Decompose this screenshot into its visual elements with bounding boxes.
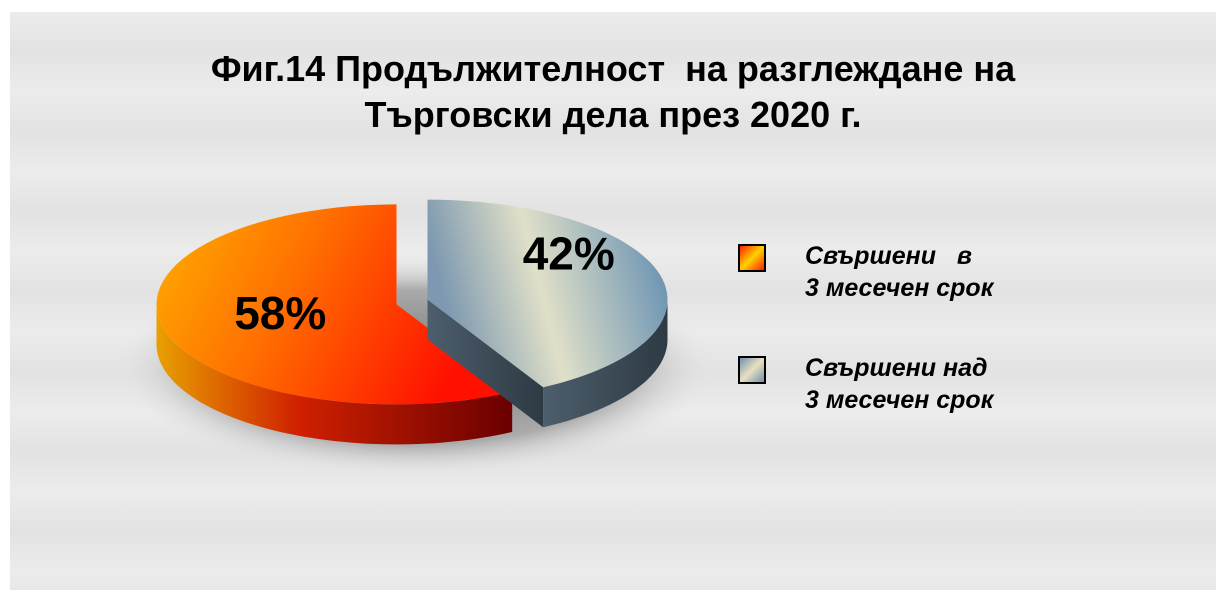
slice-outer-wall bbox=[543, 299, 668, 428]
slice-top bbox=[427, 199, 668, 388]
chart: Фиг.14 Продължителност на разглеждане на… bbox=[10, 12, 1216, 590]
legend-label: Свършени в 3 месечен срок bbox=[805, 242, 994, 302]
slice-outer-wall bbox=[156, 304, 513, 445]
pie-slice bbox=[427, 199, 668, 428]
pie-slice bbox=[156, 204, 513, 445]
slice-cut-wall bbox=[427, 299, 544, 428]
legend-swatch bbox=[738, 356, 766, 384]
data-label: 58% bbox=[234, 287, 326, 339]
slice-top bbox=[156, 204, 513, 405]
legend-label: Свършени над 3 месечен срок bbox=[805, 354, 994, 414]
data-label: 42% bbox=[523, 227, 615, 279]
pie-area: 58% 42% bbox=[115, 199, 715, 477]
chart-title: Фиг.14 Продължителност на разглеждане на… bbox=[210, 48, 1016, 135]
legend-swatch bbox=[738, 244, 766, 272]
